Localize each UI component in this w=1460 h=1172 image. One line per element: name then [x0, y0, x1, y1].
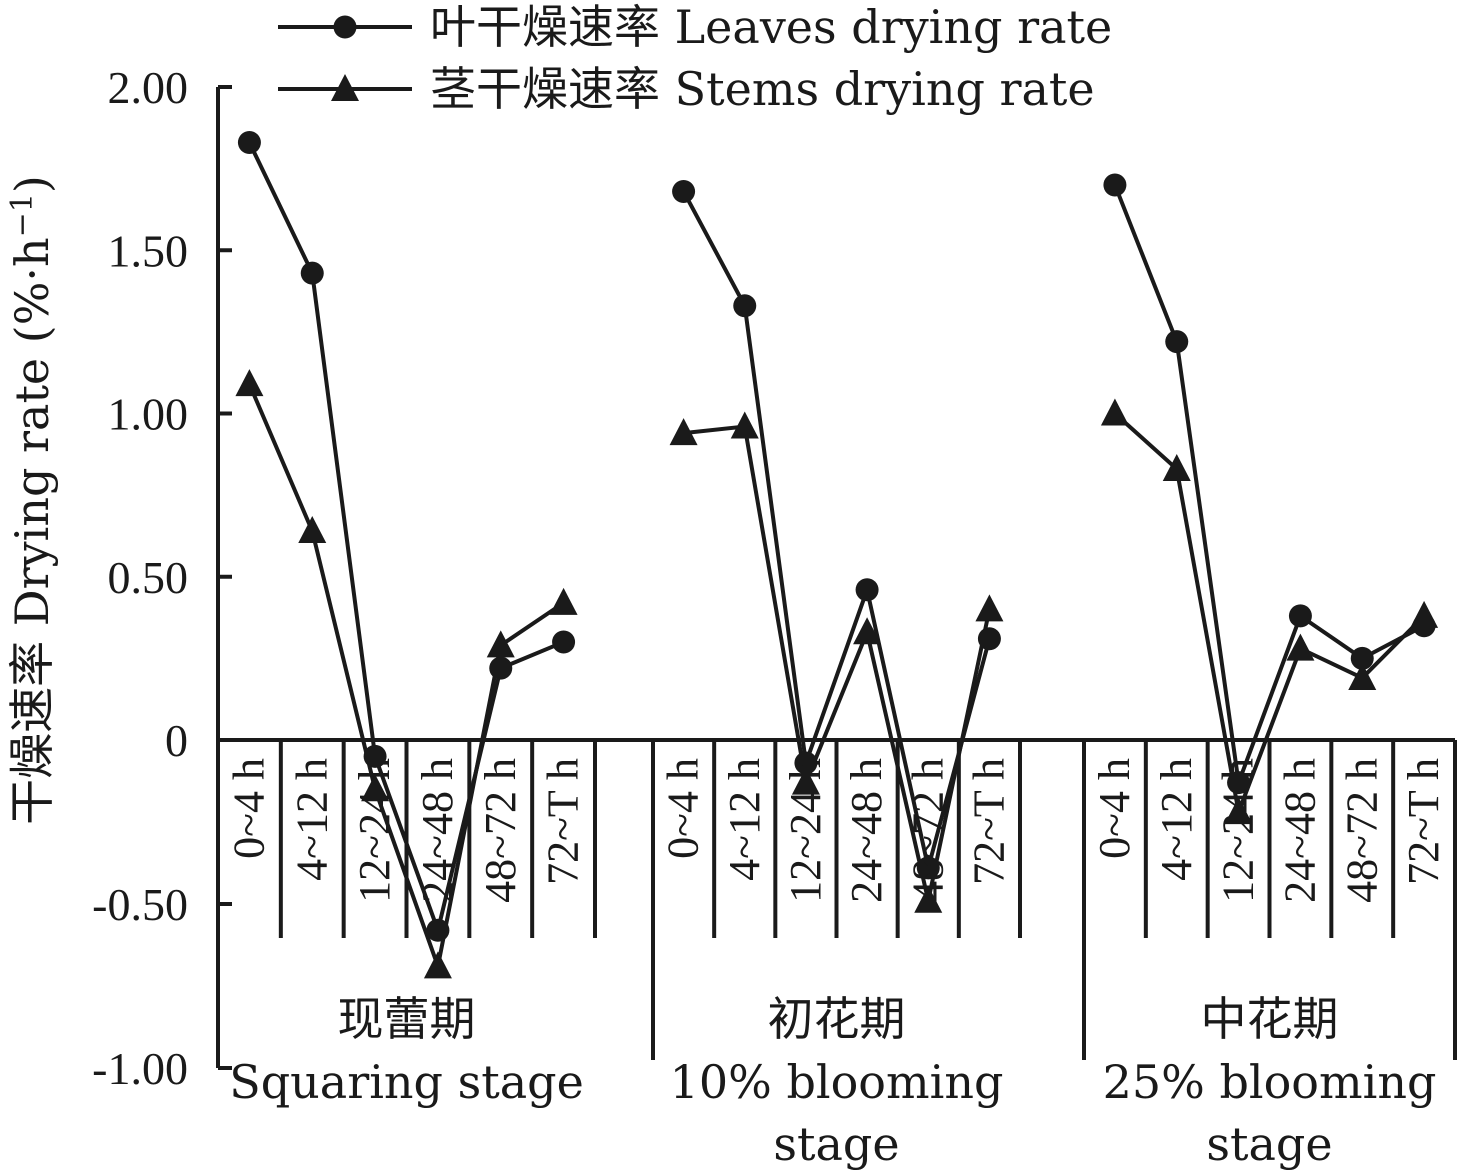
category-label: 12~24 h [781, 758, 830, 903]
leaves-point [672, 179, 696, 203]
leaves-point [794, 751, 818, 775]
stems-point [1224, 797, 1253, 825]
stems-point [235, 369, 264, 397]
category-label: 4~12 h [720, 758, 769, 881]
leaves-point [1227, 771, 1251, 795]
stems-point [361, 774, 390, 802]
category-label: 24~48 h [413, 758, 462, 903]
leaves-point [300, 261, 324, 285]
leaves-point [1412, 614, 1436, 638]
y-tick-label: 0.50 [108, 552, 189, 603]
category-label: 72~T h [539, 758, 588, 885]
category-label: 72~T h [1399, 758, 1448, 885]
category-label: 4~12 h [1152, 758, 1201, 881]
group-title-en: 25% blooming [1103, 1055, 1437, 1109]
leaves-point [1350, 646, 1374, 670]
y-tick-label: 2.00 [108, 62, 189, 113]
group-title-en: Squaring stage [229, 1055, 584, 1109]
stems-point [975, 594, 1004, 622]
legend-label: 茎干燥速率 Stems drying rate [430, 62, 1095, 116]
category-label: 48~72 h [903, 758, 952, 903]
stems-point [1100, 398, 1129, 426]
leaves-point [916, 856, 940, 880]
legend: 叶干燥速率 Leaves drying rate 茎干燥速率 Stems dryi… [278, 0, 1112, 116]
leaves-point [237, 131, 261, 155]
category-label: 48~72 h [476, 758, 525, 903]
category-label: 48~72 h [1337, 758, 1386, 903]
leaves-line [1113, 184, 1426, 784]
category-label: 72~T h [964, 758, 1013, 885]
stems-point [1286, 633, 1315, 661]
y-tick-label: 0 [165, 715, 188, 766]
category-label: 12~24 h [350, 758, 399, 903]
y-tick-label: -0.50 [92, 879, 188, 930]
category-separators [278, 740, 1457, 1060]
stems-point [853, 617, 882, 645]
stems-line [247, 383, 565, 974]
stems-point [914, 885, 943, 913]
category-label: 24~48 h [1275, 758, 1324, 903]
category-label: 0~4 h [659, 758, 708, 859]
stems-point [669, 418, 698, 446]
group-title-zh: 现蕾期 [338, 992, 476, 1046]
stems-point [549, 587, 578, 615]
legend-marker-triangle [331, 74, 359, 101]
leaves-point [489, 656, 513, 680]
leaves-point [1165, 330, 1189, 354]
leaves-point [363, 744, 387, 768]
category-label: 0~4 h [1090, 758, 1139, 859]
legend-label: 叶干燥速率 Leaves drying rate [430, 0, 1112, 54]
y-axis-title: 干燥速率 Drying rate (%·h−1) [5, 175, 59, 825]
chart-labels: 2.00 1.50 1.00 0.50 0 -0.50 -1.00 干燥速率 Drying r… [5, 62, 1448, 1171]
group-title-en: 10% blooming [670, 1055, 1004, 1109]
legend-marker-circle [333, 15, 357, 39]
y-tick-label: 1.00 [108, 389, 189, 440]
stems-point [486, 630, 515, 658]
leaves-point [1103, 173, 1127, 197]
group-title-en: stage [773, 1117, 899, 1171]
category-label: 4~12 h [287, 758, 336, 881]
stems-point [298, 516, 327, 544]
group-title-zh: 中花期 [1201, 992, 1339, 1046]
leaves-point [855, 578, 879, 602]
stems-line [1113, 412, 1426, 820]
stems-point [423, 951, 452, 979]
leaves-point [977, 627, 1001, 651]
leaves-point [1288, 604, 1312, 628]
category-label: 24~48 h [842, 758, 891, 903]
stems-point [1348, 662, 1377, 690]
leaves-point [552, 630, 576, 654]
stems-point [791, 767, 820, 795]
series-markers [235, 131, 1439, 979]
stems-point [1162, 454, 1191, 482]
y-tick-label: -1.00 [92, 1043, 188, 1094]
stems-point [730, 411, 759, 439]
leaves-point [426, 918, 450, 942]
group-title-en: stage [1206, 1117, 1332, 1171]
leaves-point [733, 294, 757, 318]
leaves-line [681, 190, 992, 869]
category-label: 0~4 h [224, 758, 273, 859]
y-tick-label: 1.50 [108, 225, 189, 276]
category-label: 12~24 h [1214, 758, 1263, 903]
stems-line [683, 424, 992, 902]
series-lines [247, 141, 1426, 974]
group-title-zh: 初花期 [768, 992, 906, 1046]
